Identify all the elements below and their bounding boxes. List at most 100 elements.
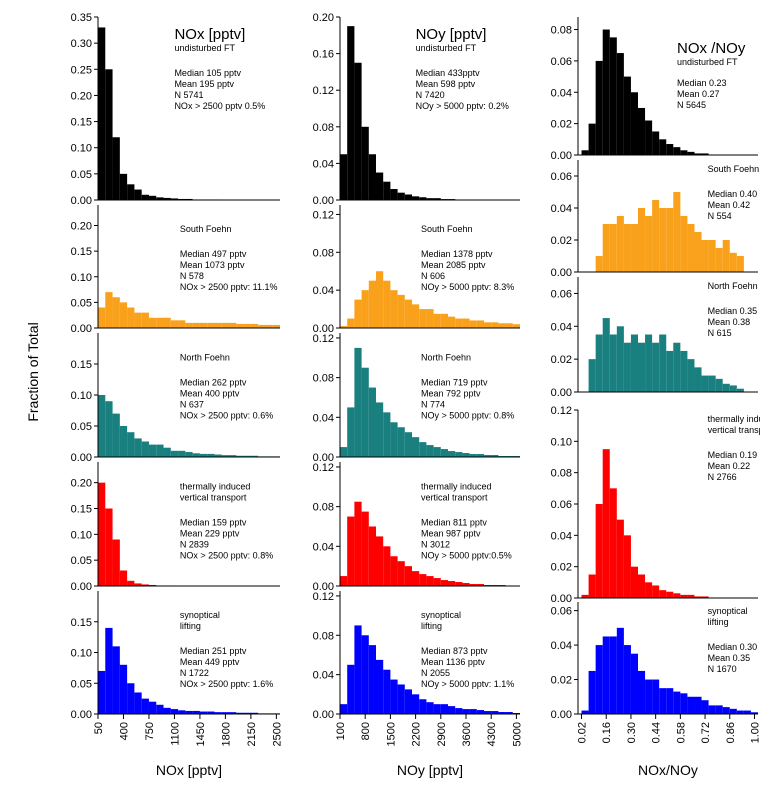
bar: [404, 432, 412, 457]
bar: [347, 664, 355, 714]
bar: [673, 342, 681, 392]
annotation: N 637: [180, 399, 204, 409]
x-tick-label: 0.02: [577, 722, 589, 743]
bar: [602, 318, 610, 392]
bar: [673, 691, 681, 714]
bar: [390, 679, 398, 714]
bar: [119, 664, 128, 714]
bar: [163, 707, 171, 714]
y-tick-label: 0.00: [313, 709, 334, 721]
bar: [112, 137, 120, 200]
annotation: Mean 792 pptv: [421, 388, 481, 398]
bar: [127, 307, 135, 328]
annotation: South Foehn: [180, 224, 232, 234]
annotation: N 2055: [421, 668, 450, 678]
annotation: lifting: [708, 617, 729, 627]
annotation: North Foehn: [180, 352, 230, 362]
bar: [484, 711, 492, 714]
bar: [199, 322, 208, 328]
bar: [701, 596, 709, 598]
x-tick-label: 1500: [385, 722, 397, 746]
bar: [141, 441, 149, 457]
bar: [729, 252, 737, 272]
bar: [163, 447, 171, 457]
annotation: Median 1378 pptv: [421, 249, 493, 259]
x-tick-label: 0.72: [700, 722, 712, 743]
bar: [469, 709, 477, 714]
bar: [616, 519, 624, 598]
bar: [462, 453, 470, 457]
bar: [419, 442, 427, 457]
bar: [687, 151, 695, 155]
bar: [368, 645, 376, 714]
bar: [419, 699, 427, 714]
bar: [484, 322, 492, 328]
y-tick-label: 0.02: [551, 675, 572, 687]
annotation: Median 811 pptv: [421, 517, 487, 527]
y-tick-label: 0.00: [313, 323, 334, 335]
annotation: N 5741: [174, 90, 203, 100]
y-tick-label: 0.35: [71, 12, 92, 24]
panel-title: NOx [pptv]: [174, 26, 245, 43]
bar: [105, 292, 113, 328]
y-tick-label: 0.25: [71, 64, 92, 76]
y-tick-label: 0.00: [313, 581, 334, 593]
y-tick-label: 0.20: [71, 90, 92, 102]
annotation: Median 262 pptv: [180, 377, 247, 387]
bar: [347, 407, 355, 457]
bar: [426, 445, 434, 457]
bar: [98, 670, 106, 714]
bar: [687, 224, 695, 272]
bar: [484, 455, 492, 457]
bar: [673, 147, 681, 155]
bar: [666, 688, 674, 714]
bar: [687, 696, 695, 714]
bar: [426, 576, 434, 586]
bar: [652, 679, 660, 714]
bar: [354, 501, 362, 586]
y-tick-label: 0.12: [313, 209, 334, 221]
bar: [148, 584, 157, 586]
bar: [433, 313, 441, 328]
annotation: Mean 2085 pptv: [421, 260, 486, 270]
bar: [581, 710, 589, 714]
bar: [112, 413, 120, 457]
bar: [469, 320, 477, 328]
bar: [98, 27, 106, 201]
bar: [638, 342, 646, 392]
annotation: Median 0.30: [708, 642, 758, 652]
bar: [397, 684, 405, 714]
bar: [361, 126, 369, 200]
y-tick-label: 0.04: [313, 541, 334, 553]
bar: [505, 323, 513, 328]
annotation: undisturbed FT: [416, 43, 477, 53]
bar: [666, 591, 674, 598]
x-tick-label: 2900: [436, 722, 448, 746]
bar: [199, 711, 208, 714]
y-tick-label: 0.02: [551, 119, 572, 131]
bar: [680, 216, 688, 272]
bar: [708, 240, 716, 272]
annotation: N 3012: [421, 539, 450, 549]
annotation: Median 0.40: [708, 189, 758, 199]
bar: [581, 594, 589, 598]
bar: [588, 359, 596, 392]
bar: [250, 712, 259, 714]
annotation: undisturbed FT: [677, 57, 738, 67]
bar: [512, 324, 520, 328]
bar: [236, 455, 244, 457]
annotation: Median 105 pptv: [174, 68, 241, 78]
annotation: North Foehn: [708, 281, 758, 291]
x-axis-label: NOx/NOy: [638, 762, 698, 778]
bar: [595, 256, 603, 272]
bar: [701, 375, 709, 392]
bar: [112, 297, 120, 328]
annotation: Median 0.19: [708, 450, 758, 460]
bar: [178, 710, 186, 714]
bar: [469, 454, 477, 457]
y-tick-label: 0.10: [71, 143, 92, 155]
bar: [476, 710, 484, 714]
bar: [156, 444, 164, 457]
bar: [347, 26, 355, 201]
x-tick-label: 750: [144, 722, 156, 740]
